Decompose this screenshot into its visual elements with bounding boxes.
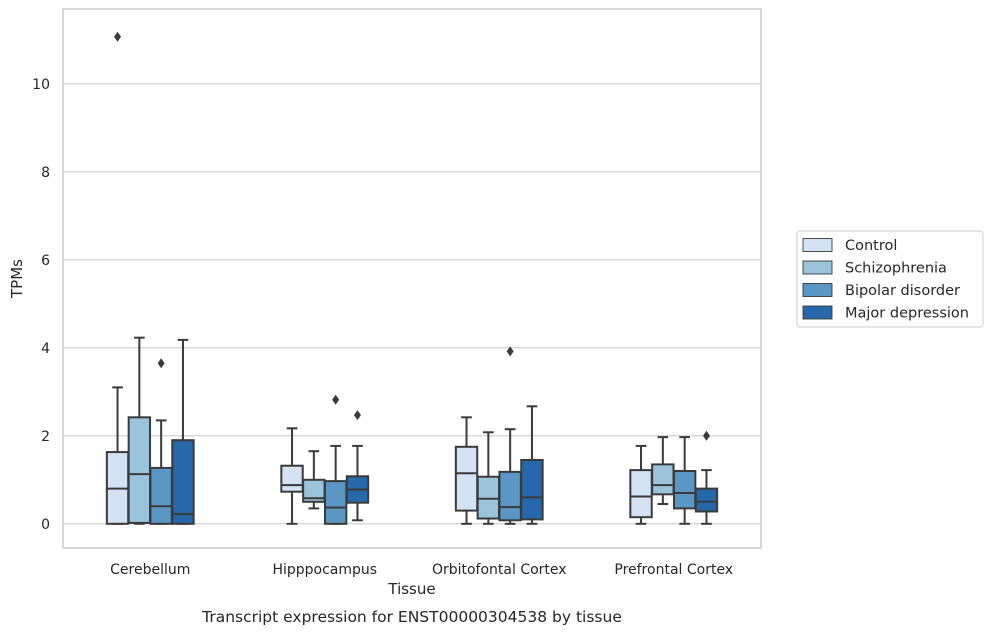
x-tick-label: Cerebellum [110, 562, 190, 578]
y-tick-label: 2 [41, 429, 50, 445]
box-schizophrenia [476, 431, 501, 525]
iqr-box [323, 480, 348, 525]
legend-swatch [802, 305, 833, 320]
x-tick-label: Prefrontal Cortex [614, 562, 733, 578]
iqr-box [149, 466, 173, 525]
y-grid-lines [63, 83, 761, 525]
legend-swatch [802, 260, 833, 275]
y-tick-label: 10 [32, 77, 50, 93]
x-tick-label: Orbitofontal Cortex [432, 562, 567, 578]
y-tick-labels: 0 2 4 6 8 10 [32, 77, 50, 533]
outlier-point [157, 358, 165, 369]
iqr-box [520, 459, 544, 521]
legend-label: Schizophrenia [845, 261, 947, 277]
legend-frame [796, 230, 984, 328]
y-axis-label: TPMs [8, 259, 26, 299]
iqr-box [127, 416, 152, 524]
box-schizophrenia [651, 436, 675, 505]
outlier-point [702, 430, 710, 441]
legend-swatch [802, 238, 833, 252]
y-tick-label: 8 [41, 165, 50, 181]
x-tick-label: Hipppocampus [272, 562, 377, 578]
box-control [454, 416, 479, 525]
legend-label: Bipolar disorder [845, 283, 960, 299]
outlier-point [332, 394, 340, 405]
box-control [105, 31, 130, 525]
plot-area [105, 31, 719, 525]
box-control [629, 444, 653, 525]
plot-frame [62, 8, 762, 549]
legend-label: Control [845, 238, 897, 254]
box-major-depression [694, 430, 719, 525]
box-bipolar-disorder [498, 346, 522, 525]
legend-swatch [802, 283, 833, 297]
outlier-point [506, 346, 514, 357]
iqr-box [629, 469, 653, 519]
box-control [280, 427, 304, 525]
iqr-box [498, 470, 522, 522]
iqr-box [454, 445, 479, 512]
iqr-box [694, 487, 719, 513]
outlier-point [114, 31, 122, 42]
box-bipolar-disorder [323, 394, 348, 525]
box-bipolar-disorder [672, 436, 697, 525]
chart-caption: Transcript expression for ENST0000030453… [201, 608, 622, 626]
box-schizophrenia [127, 336, 152, 525]
y-tick-label: 6 [41, 253, 50, 269]
y-tick-label: 0 [41, 517, 50, 533]
box-bipolar-disorder [149, 358, 173, 525]
legend-label: Major depression [845, 306, 969, 322]
iqr-box [672, 470, 697, 510]
box-major-depression [345, 410, 370, 522]
x-axis-label: Tissue [387, 580, 435, 598]
iqr-box [171, 439, 195, 525]
iqr-box [280, 464, 304, 493]
legend: Control Schizophrenia Bipolar disorder Majo… [796, 230, 984, 328]
iqr-box [476, 475, 501, 520]
box-major-depression [520, 405, 544, 525]
box-major-depression [171, 338, 195, 525]
box-schizophrenia [302, 450, 326, 510]
x-tick-labels: Cerebellum Hipppocampus Orbitofontal Corte… [110, 562, 733, 578]
iqr-box [651, 463, 675, 496]
outlier-point [353, 410, 361, 421]
y-tick-label: 4 [41, 341, 50, 357]
